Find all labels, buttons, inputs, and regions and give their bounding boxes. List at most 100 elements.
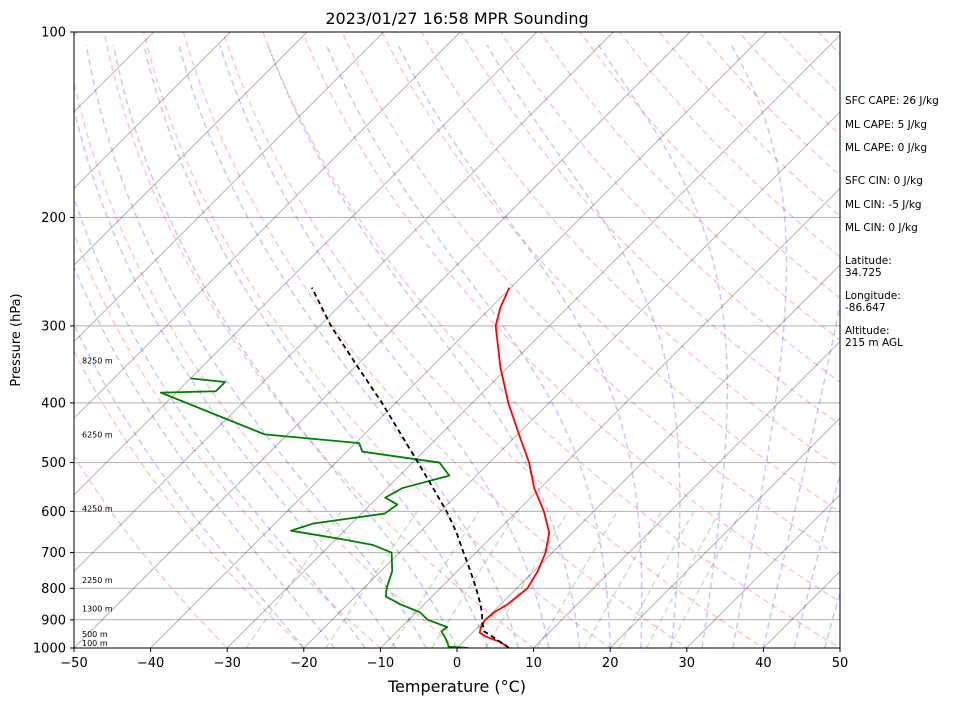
isotherm-line xyxy=(74,32,538,496)
height-label: 6250 m xyxy=(82,431,113,440)
height-label: 500 m xyxy=(82,630,108,639)
dry-adiabat-line xyxy=(698,32,840,177)
moist-adiabat-line xyxy=(85,44,428,648)
y-tick-label: 500 xyxy=(41,456,66,471)
isotherm-line xyxy=(74,32,231,190)
y-axis-ticks: 1000 900 800 700 600 500 400 300 200 100 xyxy=(33,26,74,657)
isotherm-line xyxy=(74,32,461,419)
y-tick-label: 700 xyxy=(41,546,66,561)
height-label: 8250 m xyxy=(82,357,113,366)
moist-adiabat-line xyxy=(178,44,520,648)
mixing-ratio-line xyxy=(645,510,721,648)
moist-adiabat-line xyxy=(112,44,458,648)
stat-text: ML CAPE: 5 J/kg xyxy=(845,119,927,131)
y-tick-label: 1000 xyxy=(33,642,66,657)
y-tick-label: 400 xyxy=(41,396,66,411)
x-tick-label: −30 xyxy=(213,656,240,671)
stat-text: ML CAPE: 0 J/kg xyxy=(845,142,927,154)
dry-adiabat-line xyxy=(658,32,840,217)
dry-adiabat-line xyxy=(500,32,840,384)
moist-adiabat-line xyxy=(793,472,840,648)
isotherm-line xyxy=(609,417,840,648)
dry-adiabat-line xyxy=(222,32,765,648)
mixing-ratio-line xyxy=(245,510,343,648)
height-label: 1300 m xyxy=(82,605,113,614)
dry-adiabat-line xyxy=(262,32,840,648)
moist-adiabat-line xyxy=(730,44,788,648)
y-tick-label: 800 xyxy=(41,582,66,597)
moist-adiabat-line xyxy=(598,44,728,648)
mixing-ratio-line xyxy=(618,510,695,648)
stat-text: ML CIN: 0 J/kg xyxy=(845,222,918,234)
x-tick-label: −10 xyxy=(367,656,394,671)
dry-adiabat-line xyxy=(143,32,612,648)
y-tick-label: 300 xyxy=(41,319,66,334)
x-tick-label: 10 xyxy=(525,656,542,671)
dry-adiabat-line xyxy=(182,32,689,648)
mixing-ratio-line xyxy=(536,510,618,648)
dry-adiabat-line xyxy=(539,32,840,341)
profile-series xyxy=(159,287,551,648)
x-tick-label: 50 xyxy=(832,656,849,671)
isotherm-line xyxy=(456,264,840,648)
background-lines xyxy=(74,32,840,648)
moist-adiabat-line xyxy=(74,105,397,648)
isotherm-line xyxy=(380,187,840,648)
x-tick-label: −40 xyxy=(137,656,164,671)
stat-text: SFC CIN: 0 J/kg xyxy=(845,175,923,187)
isotherm-line xyxy=(74,32,614,573)
moist-adiabat-line xyxy=(74,264,336,648)
x-tick-label: 20 xyxy=(602,656,619,671)
isotherm-line xyxy=(74,32,691,648)
mixing-ratio-line xyxy=(484,510,569,648)
isotherm-line xyxy=(226,34,840,648)
isotherm-line xyxy=(74,32,384,343)
isotherm-line xyxy=(303,111,840,648)
mixing-ratio-line xyxy=(668,510,742,648)
dry-adiabat-line xyxy=(74,79,459,648)
x-tick-label: 30 xyxy=(679,656,696,671)
moist-adiabat-line xyxy=(267,44,581,648)
dewpoint-line xyxy=(159,377,469,648)
y-tick-label: 600 xyxy=(41,505,66,520)
height-label: 4250 m xyxy=(82,505,113,514)
temperature-line xyxy=(478,287,551,648)
y-tick-label: 100 xyxy=(41,26,66,41)
dry-adiabat-line xyxy=(74,454,229,648)
x-axis-label: Temperature (°C) xyxy=(387,677,526,696)
dry-adiabat-line xyxy=(301,32,840,603)
parcel-line xyxy=(311,287,510,648)
x-tick-label: 0 xyxy=(453,656,461,671)
dry-adiabat-line xyxy=(420,32,840,469)
x-tick-label: 40 xyxy=(755,656,772,671)
sounding-stats: SFC CAPE: 26 J/kg ML CAPE: 5 J/kg ML CAPE:… xyxy=(845,95,939,349)
x-tick-label: −20 xyxy=(290,656,317,671)
y-tick-label: 200 xyxy=(41,211,66,226)
moist-adiabat-line xyxy=(397,44,643,648)
dry-adiabat-line xyxy=(103,32,535,648)
height-label: 100 m xyxy=(82,639,108,648)
moist-adiabat-line xyxy=(486,44,681,648)
isotherm-line xyxy=(150,32,767,648)
moist-adiabat-line xyxy=(143,44,489,648)
x-axis-ticks: −50 −40 −30 −20 −10 0 10 20 30 40 50 xyxy=(60,648,848,671)
isotherm-line xyxy=(686,494,840,648)
mixing-ratio-line xyxy=(325,510,418,648)
moist-adiabat-line xyxy=(74,322,305,648)
y-axis-label: Pressure (hPa) xyxy=(9,293,24,386)
mixing-ratio-line xyxy=(583,510,663,648)
dry-adiabat-line xyxy=(74,231,382,648)
height-label: 2250 m xyxy=(82,576,113,585)
isobar-gridlines xyxy=(74,32,840,648)
mixing-ratio-line xyxy=(431,510,519,648)
stat-text: Altitude: 215 m AGL xyxy=(845,325,903,349)
stat-text: Longitude: -86.647 xyxy=(845,290,901,314)
moist-adiabat-line xyxy=(762,299,840,648)
chart-title: 2023/01/27 16:58 MPR Sounding xyxy=(325,9,588,28)
moist-adiabat-line xyxy=(74,195,366,648)
stat-text: SFC CAPE: 26 J/kg xyxy=(845,95,939,107)
stat-text: ML CIN: -5 J/kg xyxy=(845,199,922,211)
dry-adiabat-line xyxy=(460,32,840,426)
moist-adiabat-line xyxy=(325,44,611,648)
